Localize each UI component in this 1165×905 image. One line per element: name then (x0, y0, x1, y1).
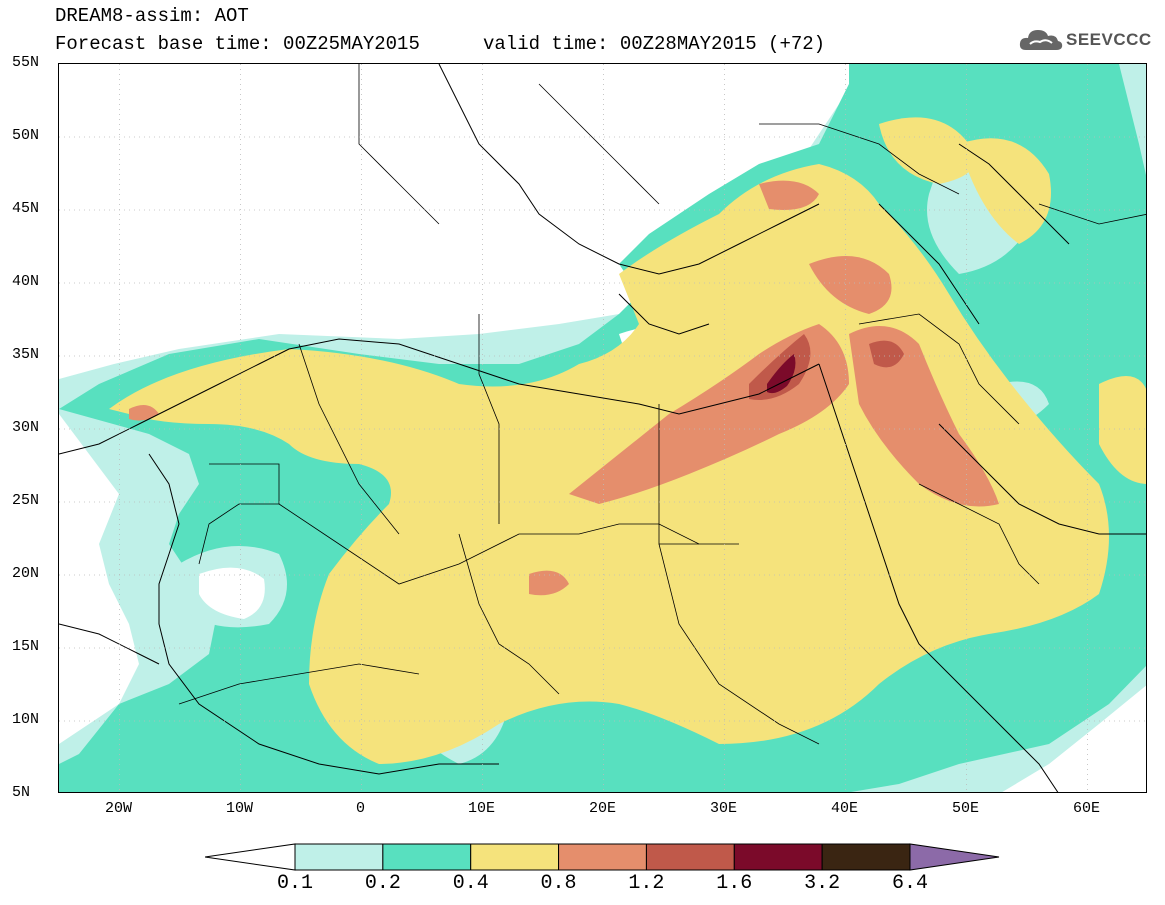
lon-label: 40E (830, 800, 859, 817)
coastlines (59, 64, 1146, 792)
lat-label: 30N (12, 419, 40, 436)
aot-field (59, 64, 1146, 792)
graticule (59, 64, 1146, 792)
lon-label: 10E (467, 800, 496, 817)
aot-layer-1.2 (749, 334, 904, 400)
cloud-icon (1019, 30, 1063, 50)
colorbar-over-triangle (909, 843, 1000, 871)
colorbar-box (821, 843, 911, 871)
colorbar-box (470, 843, 560, 871)
valid-time: valid time: 00Z28MAY2015 (+72) (483, 33, 826, 55)
colorbar-under-triangle (205, 843, 296, 871)
map-area (58, 63, 1147, 793)
aot-layer-1.6 (767, 354, 796, 394)
colorbar (205, 843, 1000, 871)
colorbar-label: 0.8 (540, 872, 577, 895)
colorbar-label: 1.6 (716, 872, 753, 895)
colorbar-label: 1.2 (628, 872, 665, 895)
colorbar-box (382, 843, 472, 871)
lon-label: 60E (1072, 800, 1101, 817)
lon-label: 50E (951, 800, 980, 817)
colorbar-label: 0.2 (364, 872, 401, 895)
colorbar-label: 6.4 (891, 872, 929, 895)
lat-label: 25N (12, 492, 40, 509)
lon-label: 30E (709, 800, 738, 817)
country-borders (178, 64, 1146, 745)
colorbar-label: 3.2 (804, 872, 841, 895)
lon-label: 0 (355, 800, 366, 817)
colorbar-label: 0.1 (276, 872, 314, 895)
colorbar-box (294, 843, 384, 871)
seevccc-logo: SEEVCCC (1018, 24, 1158, 56)
lon-label: 20E (588, 800, 617, 817)
colorbar-box (733, 843, 823, 871)
colorbar-box (558, 843, 647, 871)
lat-label: 50N (12, 127, 40, 144)
lon-label: 10W (225, 800, 254, 817)
lat-label: 15N (12, 638, 40, 655)
lat-label: 20N (12, 565, 40, 582)
map-title: DREAM8-assim: AOT (55, 5, 249, 27)
colorbar-box (645, 843, 735, 871)
lat-label: 55N (12, 54, 40, 71)
forecast-base-time: Forecast base time: 00Z25MAY2015 (55, 33, 420, 55)
lat-label: 5N (12, 784, 31, 801)
lon-label: 20W (104, 800, 133, 817)
colorbar-label: 0.4 (452, 872, 489, 895)
lat-label: 40N (12, 273, 40, 290)
lat-label: 35N (12, 346, 40, 363)
lat-label: 45N (12, 200, 40, 217)
lat-label: 10N (12, 711, 40, 728)
logo-text: SEEVCCC (1066, 30, 1152, 49)
